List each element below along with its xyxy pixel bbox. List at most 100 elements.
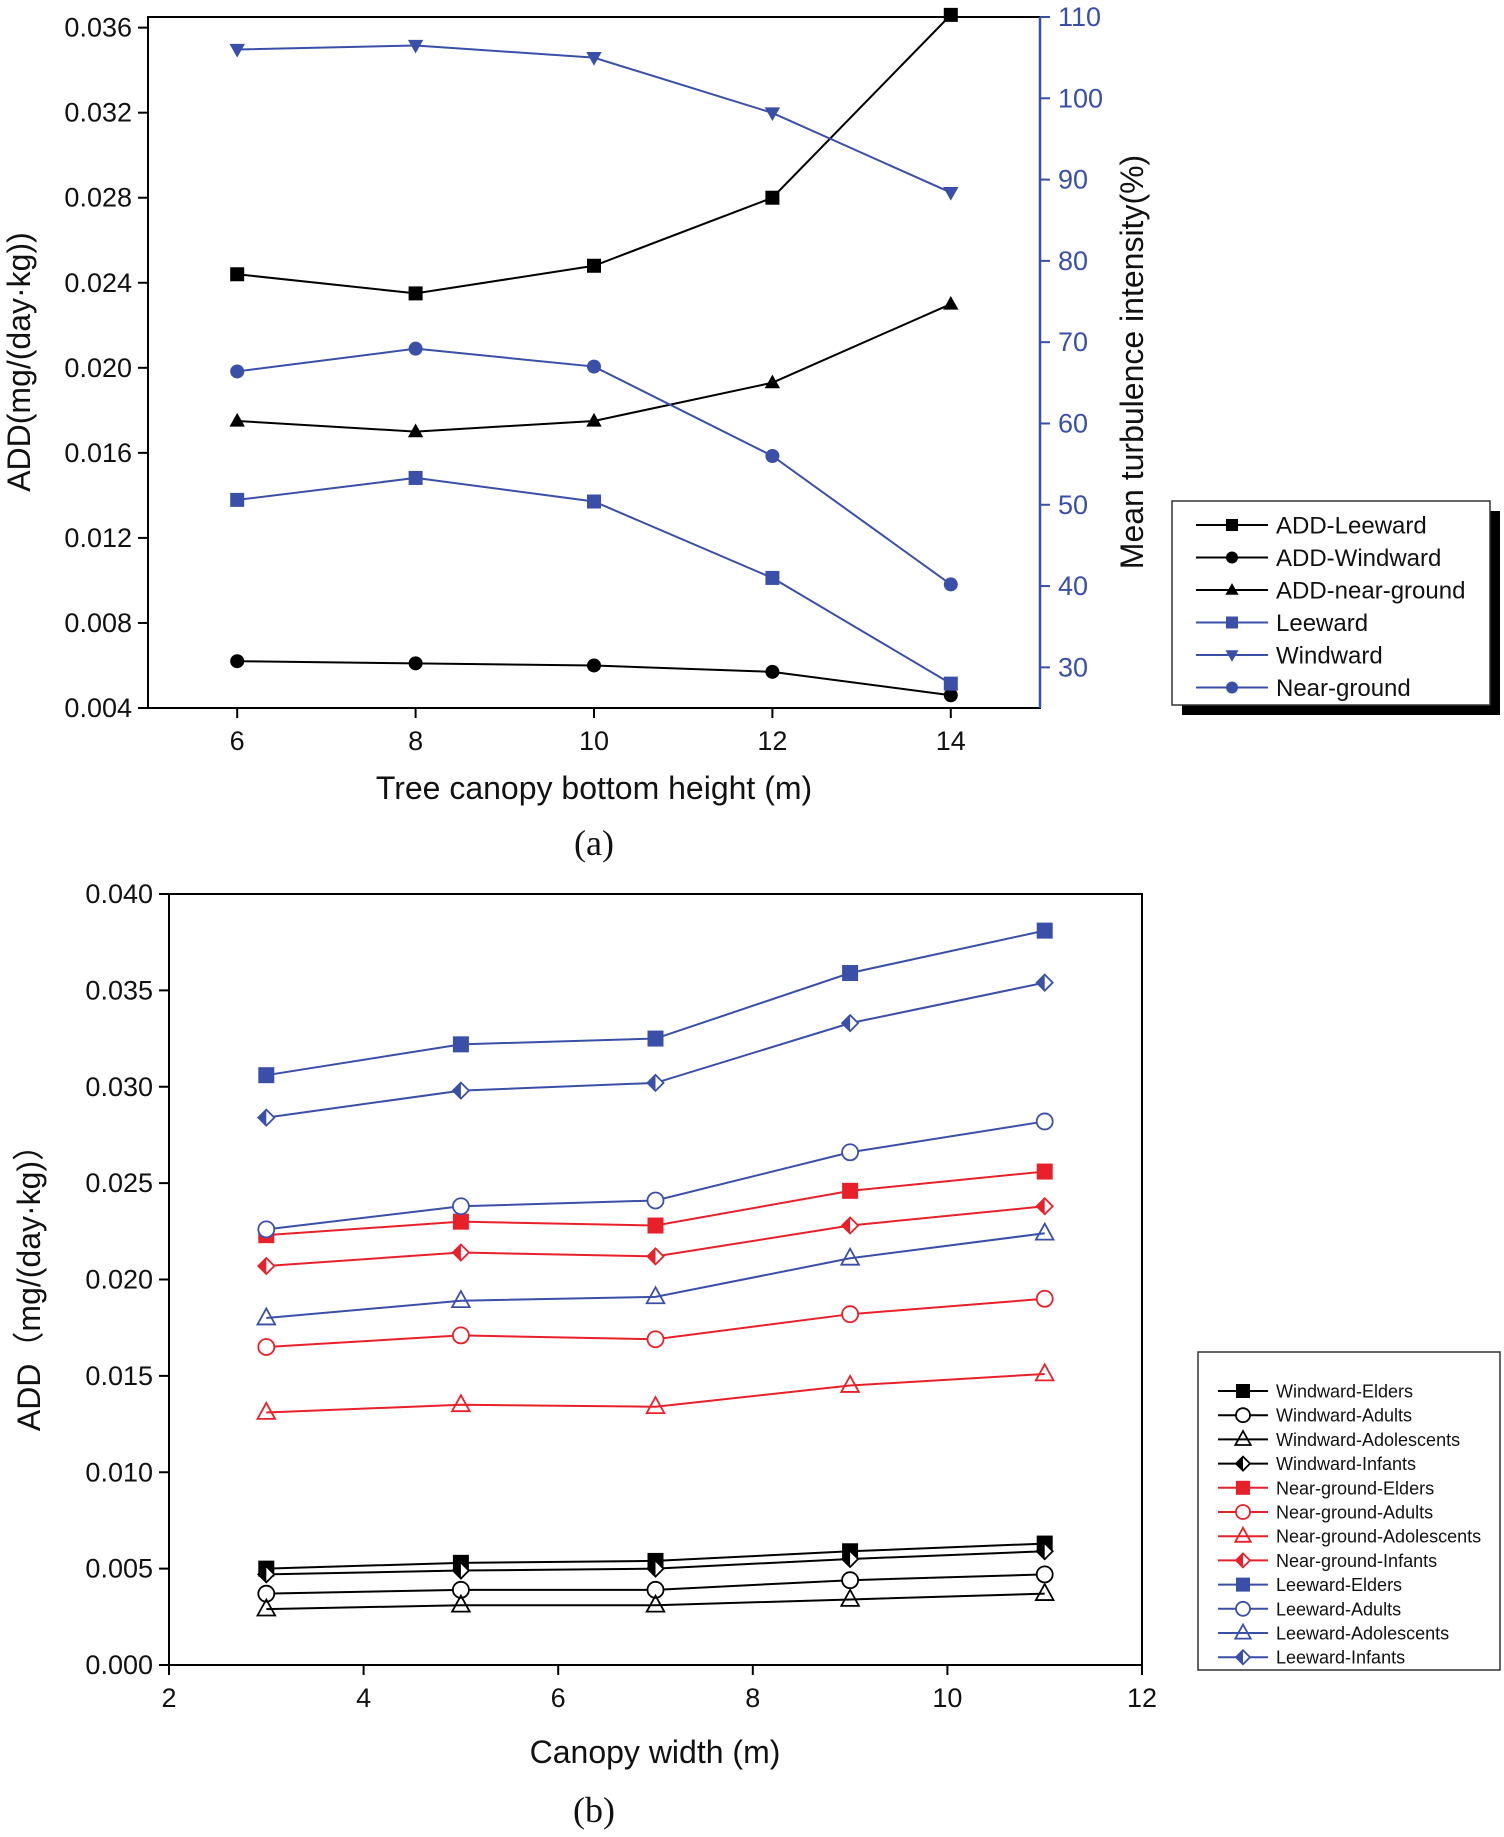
chart-a-legend-label-add-leeward: ADD-Leeward — [1276, 513, 1427, 540]
chart-a-y-tick-label-0-024: 0.024 — [64, 268, 132, 298]
chart-a-legend-marker-windward — [1225, 650, 1239, 662]
chart-b-x-tick-label-4: 4 — [356, 1683, 371, 1713]
chart-b-series-leeward-elders-point-9 — [842, 965, 859, 982]
chart-b-y-tick-label-0-025: 0.025 — [85, 1168, 153, 1198]
chart-b-series-windward-adults-point-7 — [646, 1580, 665, 1599]
chart-a-series-near-ground-point-10 — [587, 359, 601, 374]
chart-b-series-leeward-elders-point-3 — [258, 1067, 275, 1084]
chart-a-y-tick-label-0-016: 0.016 — [64, 438, 132, 468]
chart-b-legend-label-leeward-infants: Leeward-Infants — [1276, 1648, 1405, 1668]
chart-a-series-add-near-ground-point-12 — [764, 374, 781, 389]
chart-b-legend-marker-windward-adolescents — [1233, 1429, 1253, 1446]
chart-b-series-leeward-adolescents-line — [266, 1232, 1045, 1320]
chart-a-series-add-leeward-point-6 — [230, 267, 245, 282]
chart-a-series-windward-point-12 — [764, 107, 781, 121]
chart-a-series-near-ground-point-14 — [943, 577, 958, 592]
chart-a-series-add-leeward — [230, 7, 958, 301]
chart-b-series-leeward-adults-point-7 — [646, 1191, 665, 1210]
chart-b-series-near-ground-infants-point-3 — [257, 1256, 276, 1276]
chart-b-series-windward-adults-point-11 — [1035, 1565, 1054, 1584]
chart-b-legend-entry-windward-elders: Windward-Elders — [1218, 1381, 1413, 1401]
chart-a-legend-entry-leeward: Leeward — [1196, 610, 1368, 637]
chart-a-series-add-near-ground — [229, 295, 959, 438]
chart-a-series-windward-point-14 — [943, 186, 959, 201]
chart-b-series-near-ground-adolescents-point-3 — [255, 1401, 277, 1420]
chart-b-series-near-ground-adults-point-3 — [257, 1338, 276, 1356]
chart-a-x-tick-label-12: 12 — [757, 726, 787, 756]
chart-a-panel-label: (a) — [574, 823, 614, 863]
chart-b-series-windward-infants-point-3 — [257, 1565, 276, 1584]
chart-b-legend-label-windward-adolescents: Windward-Adolescents — [1276, 1430, 1460, 1450]
chart-a-series-near-ground-point-8 — [408, 341, 423, 356]
chart-b-y-tick-label-0-015: 0.015 — [85, 1361, 153, 1391]
chart-b-legend-label-leeward-adolescents: Leeward-Adolescents — [1276, 1623, 1449, 1643]
chart-a-legend-entry-near-ground: Near-ground — [1196, 675, 1411, 702]
chart-a-legend-marker-leeward — [1226, 616, 1238, 629]
chart-b-y-tick-label-0-000: 0.000 — [85, 1650, 153, 1680]
chart-b-legend-label-near-ground-elders: Near-ground-Elders — [1276, 1478, 1434, 1498]
chart-b-series-near-ground-adults-point-5 — [451, 1326, 470, 1345]
chart-b-series-near-ground-adults-point-9 — [841, 1305, 859, 1324]
chart-b-panel-label: (b) — [573, 1790, 615, 1830]
chart-a-legend-marker-add-windward — [1226, 551, 1238, 564]
chart-b-series-windward-infants-point-7 — [646, 1559, 665, 1578]
chart-b-series-windward-adults-point-9 — [841, 1571, 859, 1590]
chart-b-series-near-ground-adolescents-line — [266, 1372, 1045, 1414]
chart-b-legend-label-windward-infants: Windward-Infants — [1276, 1454, 1416, 1474]
chart-b-series-windward-adults-point-5 — [451, 1580, 470, 1599]
chart-b-series-near-ground-infants-point-7 — [646, 1247, 665, 1266]
chart-a: 6 8 10 12 14 0.004 0.008 0.012 0.016 0.020 0.024 0.… — [1, 2, 1500, 863]
chart-a-y2-tick-label-80: 80 — [1058, 246, 1088, 276]
chart-a-series-leeward-point-14 — [943, 676, 958, 691]
chart-b-series-leeward-adolescents — [255, 1221, 1056, 1326]
chart-b-legend-label-windward-adults: Windward-Adults — [1276, 1406, 1412, 1426]
chart-b-legend-marker-near-ground-adults — [1235, 1504, 1251, 1520]
chart-a-y2-tick-label-30: 30 — [1058, 652, 1088, 682]
chart-b-series-windward-infants-point-9 — [840, 1549, 860, 1569]
chart-a-y2-tick-label-40: 40 — [1058, 571, 1088, 601]
chart-a-series-add-windward-point-12 — [765, 664, 780, 679]
chart-a-legend-label-windward: Windward — [1276, 643, 1383, 670]
chart-b-legend-marker-near-ground-infants — [1234, 1552, 1252, 1569]
chart-b-y-axis-title: ADD（mg/(day·kg)） — [11, 1129, 47, 1431]
chart-b-series-windward-infants-point-5 — [451, 1561, 471, 1580]
chart-a-series-add-leeward-point-8 — [408, 286, 423, 301]
chart-a-series-near-ground-point-6 — [230, 364, 245, 379]
chart-a-y-tick-label-0-028: 0.028 — [64, 183, 132, 213]
chart-b-series-near-ground-infants-point-5 — [451, 1243, 471, 1262]
chart-a-legend-marker-add-near-ground — [1225, 583, 1239, 595]
chart-a-series-add-windward — [230, 654, 958, 703]
chart-b-legend-entry-near-ground-adults: Near-ground-Adults — [1218, 1502, 1433, 1522]
chart-b-series-leeward-adults-point-9 — [841, 1143, 859, 1162]
chart-b-series-leeward-adolescents-point-3 — [255, 1306, 277, 1326]
chart-a-legend-entry-windward: Windward — [1196, 643, 1383, 670]
chart-b-series-leeward-adolescents-point-11 — [1034, 1221, 1056, 1241]
chart-b-series-leeward-adults — [257, 1112, 1054, 1239]
chart-b-legend-marker-leeward-elders — [1236, 1577, 1250, 1592]
chart-a-series-add-near-ground-point-14 — [943, 295, 959, 310]
chart-b-series-near-ground-adolescents — [255, 1362, 1056, 1420]
chart-a-series-add-leeward-point-12 — [765, 190, 780, 205]
chart-a-legend-label-leeward: Leeward — [1276, 610, 1368, 637]
chart-b-series-near-ground-adolescents-point-5 — [450, 1393, 472, 1413]
chart-b-legend-entry-leeward-adults: Leeward-Adults — [1218, 1599, 1401, 1619]
chart-a-y-tick-label-0-036: 0.036 — [64, 13, 132, 43]
chart-b-x-tick-label-2: 2 — [161, 1683, 176, 1713]
chart-a-series-near-ground-point-12 — [765, 448, 780, 463]
chart-a-y2-tick-label-70: 70 — [1058, 327, 1088, 357]
chart-a-series-leeward-point-12 — [765, 570, 780, 585]
chart-b-series-windward-adolescents-point-5 — [450, 1593, 472, 1613]
chart-b-legend-entry-near-ground-adolescents: Near-ground-Adolescents — [1218, 1525, 1481, 1547]
chart-a-y-tick-label-0-032: 0.032 — [64, 98, 132, 128]
chart-b-series-leeward-infants-point-9 — [840, 1013, 860, 1033]
chart-b-series-leeward-infants-point-7 — [646, 1073, 665, 1093]
chart-a-series-add-windward-point-10 — [587, 658, 601, 673]
chart-b-x-axis-title: Canopy width (m) — [530, 1734, 781, 1770]
chart-b-legend-marker-leeward-adults — [1235, 1600, 1251, 1617]
chart-b-legend-entry-leeward-infants: Leeward-Infants — [1218, 1648, 1405, 1668]
chart-b-y-tick-label-0-005: 0.005 — [85, 1554, 153, 1584]
chart-b-series-leeward-elders-point-11 — [1036, 922, 1053, 939]
chart-a-series-add-near-ground-point-6 — [229, 412, 245, 427]
chart-a-legend: ADD-Leeward ADD-Windward ADD-near-ground Le… — [1171, 500, 1500, 715]
chart-b-series-leeward-adults-point-11 — [1035, 1112, 1054, 1131]
